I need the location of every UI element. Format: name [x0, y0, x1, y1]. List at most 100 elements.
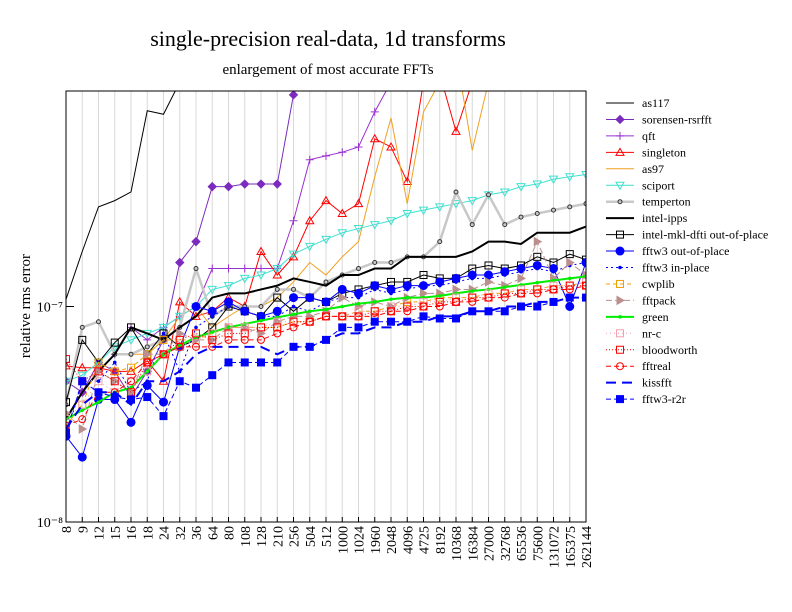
marker: [565, 302, 575, 311]
marker: [565, 285, 574, 294]
marker: [159, 397, 168, 407]
marker: [615, 246, 625, 256]
series-line: [66, 297, 586, 433]
marker: [549, 285, 558, 294]
chart-subtitle: enlargement of most accurate FFTs: [222, 62, 433, 78]
marker: [224, 323, 233, 332]
marker: [272, 265, 283, 274]
marker: [94, 377, 103, 386]
marker: [452, 314, 460, 323]
marker: [403, 302, 412, 311]
marker: [174, 296, 185, 306]
marker: [551, 278, 556, 283]
marker: [581, 170, 586, 180]
marker: [256, 179, 266, 189]
series-line: [66, 281, 586, 420]
marker: [337, 284, 347, 294]
marker: [418, 206, 429, 216]
marker: [177, 324, 183, 330]
marker: [175, 377, 184, 386]
marker: [223, 181, 234, 192]
marker: [453, 189, 459, 195]
marker: [94, 367, 103, 376]
marker: [615, 114, 625, 125]
marker: [159, 329, 168, 338]
x-tick-label: 15: [109, 526, 124, 540]
x-tick-label: 32: [174, 526, 189, 540]
marker: [353, 198, 364, 208]
marker: [66, 377, 71, 387]
marker: [240, 329, 249, 338]
marker: [305, 293, 315, 303]
x-tick-label: 12: [93, 526, 108, 540]
marker: [388, 260, 394, 266]
marker: [340, 304, 345, 309]
marker: [616, 345, 624, 354]
series-line: [66, 91, 176, 300]
marker: [468, 297, 477, 306]
marker: [451, 200, 461, 209]
x-tick-label: 10368: [450, 526, 465, 561]
series-line: [66, 285, 586, 427]
marker: [112, 351, 118, 357]
marker: [208, 329, 217, 338]
marker: [142, 355, 153, 365]
marker: [78, 424, 88, 434]
marker: [535, 280, 540, 285]
marker: [535, 266, 540, 271]
legend-label: intel-ipps: [642, 211, 688, 225]
marker: [435, 314, 444, 323]
marker: [421, 283, 426, 288]
marker: [256, 271, 266, 281]
x-tick-label: 24: [158, 526, 173, 540]
marker: [273, 323, 282, 332]
marker: [616, 131, 624, 140]
marker: [175, 257, 185, 268]
marker: [372, 260, 378, 266]
marker: [616, 362, 624, 371]
x-tick-label: 32768: [499, 526, 514, 561]
marker: [78, 377, 87, 386]
marker: [403, 317, 412, 326]
marker: [257, 358, 265, 367]
marker: [564, 173, 575, 182]
marker: [94, 358, 103, 367]
marker: [502, 222, 508, 228]
legend-label: as117: [642, 96, 670, 110]
marker: [500, 289, 509, 298]
marker: [419, 297, 428, 306]
marker: [158, 323, 169, 333]
marker: [210, 314, 215, 319]
marker: [191, 302, 201, 311]
marker: [322, 151, 330, 160]
marker: [389, 297, 393, 302]
series-line: [66, 173, 586, 382]
marker: [402, 176, 413, 186]
marker: [322, 312, 330, 321]
marker: [324, 300, 328, 304]
marker: [356, 266, 361, 272]
marker: [485, 277, 494, 287]
marker: [127, 377, 135, 386]
marker: [321, 235, 331, 245]
marker: [192, 342, 200, 351]
marker: [370, 107, 379, 116]
marker: [257, 323, 265, 332]
marker: [519, 269, 523, 274]
marker: [338, 323, 347, 332]
marker: [354, 323, 363, 332]
marker: [66, 402, 69, 408]
marker: [533, 252, 542, 261]
marker: [369, 221, 380, 230]
marker: [387, 317, 395, 326]
x-tick-label: 256: [288, 526, 303, 547]
marker: [143, 349, 153, 360]
marker: [96, 400, 101, 404]
marker: [517, 302, 525, 311]
marker: [274, 286, 280, 292]
x-tick-label: 1024: [353, 526, 368, 554]
legend-label: fftw3 out-of-place: [642, 244, 729, 258]
marker: [224, 335, 233, 344]
marker: [517, 273, 527, 284]
